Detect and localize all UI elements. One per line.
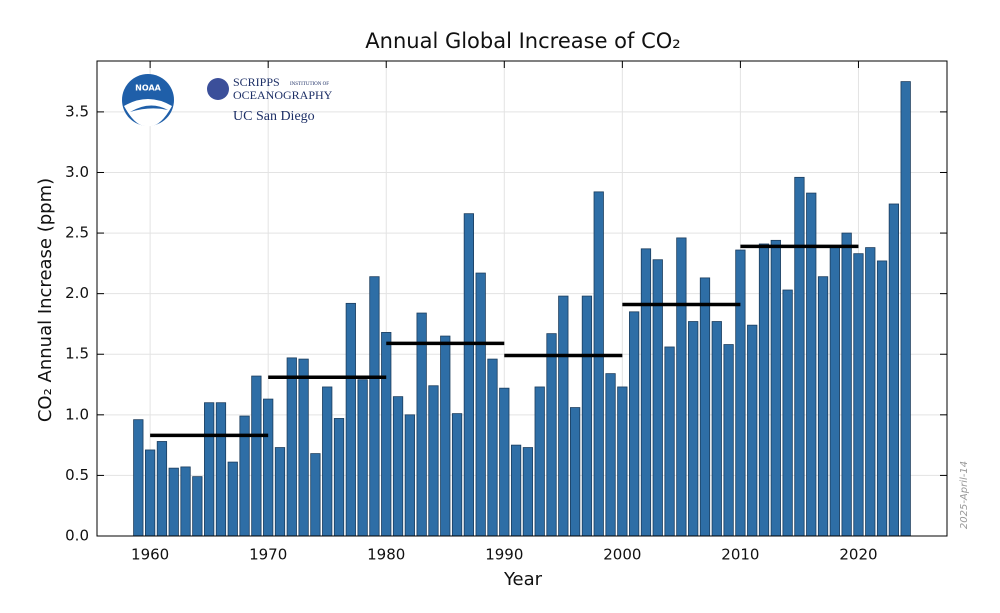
- bar: [180, 466, 191, 537]
- bar: [286, 357, 297, 537]
- ucsd-text: UC San Diego: [233, 109, 315, 124]
- scripps-logo: SCRIPPS INSTITUTION OF OCEANOGRAPHY UC S…: [207, 75, 333, 124]
- noaa-gull: [130, 105, 168, 112]
- scripps-text: SCRIPPS: [233, 75, 280, 89]
- bar: [345, 302, 356, 537]
- plot: [96, 60, 948, 537]
- bar: [570, 407, 581, 537]
- bar: [629, 311, 640, 537]
- noaa-wave: [124, 99, 172, 127]
- date-stamp: 2025-April-14: [959, 461, 970, 529]
- bar: [640, 248, 652, 537]
- x-tick-label: 1970: [249, 546, 287, 564]
- bar: [487, 358, 498, 537]
- bar: [806, 192, 817, 537]
- y-tick-label: 3.0: [65, 163, 89, 181]
- bar: [310, 453, 321, 537]
- bar: [581, 295, 593, 537]
- bar: [369, 276, 380, 537]
- bar: [392, 396, 404, 537]
- scripps-sub: INSTITUTION OF: [290, 82, 329, 87]
- bar: [463, 213, 474, 537]
- bar: [133, 419, 144, 537]
- bar: [192, 476, 203, 537]
- oceanography-text: OCEANOGRAPHY: [233, 88, 333, 102]
- y-tick-label: 1.0: [65, 405, 89, 423]
- bar: [298, 358, 309, 537]
- bar: [428, 385, 439, 537]
- bar: [817, 276, 829, 537]
- bar: [416, 312, 427, 537]
- bar: [876, 260, 888, 537]
- bar: [853, 253, 864, 537]
- bar: [251, 375, 262, 537]
- bar: [865, 247, 876, 537]
- bar: [770, 239, 781, 537]
- x-tick-label: 1960: [131, 546, 169, 564]
- bar: [534, 386, 545, 537]
- bar: [652, 259, 663, 537]
- x-tick-label: 1980: [367, 546, 405, 564]
- bar: [333, 418, 345, 537]
- bar: [593, 191, 604, 537]
- bar: [215, 402, 227, 537]
- bar: [711, 321, 722, 537]
- bar: [735, 249, 746, 537]
- bar: [676, 237, 687, 537]
- y-tick-label: 2.0: [65, 284, 89, 302]
- plot-frame: [96, 60, 948, 537]
- y-tick-label: 1.5: [65, 345, 89, 363]
- bar: [888, 203, 899, 537]
- chart-title: Annual Global Increase of CO₂: [365, 29, 680, 53]
- bar: [558, 295, 569, 537]
- noaa-logo: NOAA: [122, 74, 174, 127]
- bar: [699, 277, 711, 537]
- bar: [357, 379, 368, 537]
- bar: [664, 346, 675, 537]
- y-tick-label: 0.0: [65, 527, 89, 545]
- bar: [322, 386, 333, 537]
- bar: [522, 447, 534, 537]
- bar: [274, 447, 286, 537]
- bar: [381, 332, 392, 537]
- bar: [499, 387, 510, 537]
- bar: [156, 441, 168, 537]
- y-tick-label: 2.5: [65, 224, 89, 242]
- scripps-globe: [207, 78, 229, 100]
- y-axis-label: CO₂ Annual Increase (ppm): [35, 178, 56, 422]
- bar: [546, 333, 557, 537]
- y-tick-label: 3.5: [65, 102, 89, 120]
- noaa-text: NOAA: [135, 84, 161, 93]
- bar: [688, 321, 699, 537]
- bar: [794, 176, 805, 537]
- y-tick-label: 0.5: [65, 466, 89, 484]
- x-tick-label: 1990: [485, 546, 523, 564]
- bar: [841, 232, 852, 537]
- x-tick-label: 2020: [839, 546, 877, 564]
- bar: [263, 398, 274, 537]
- x-tick-label: 2010: [721, 546, 759, 564]
- bar: [747, 324, 758, 537]
- bar: [451, 413, 463, 537]
- bar: [440, 335, 451, 537]
- bar: [404, 414, 415, 537]
- bar: [510, 444, 522, 537]
- bar: [227, 461, 238, 537]
- bar: [758, 243, 770, 537]
- bar: [168, 467, 179, 537]
- bar: [829, 247, 840, 537]
- bar: [617, 386, 628, 537]
- x-axis-label: Year: [503, 569, 543, 590]
- bar: [475, 272, 486, 537]
- bar: [782, 289, 793, 537]
- bar: [605, 373, 616, 537]
- bar: [145, 449, 156, 537]
- bar: [900, 81, 911, 537]
- bar: [204, 402, 215, 537]
- x-tick-label: 2000: [603, 546, 641, 564]
- bar: [723, 344, 734, 537]
